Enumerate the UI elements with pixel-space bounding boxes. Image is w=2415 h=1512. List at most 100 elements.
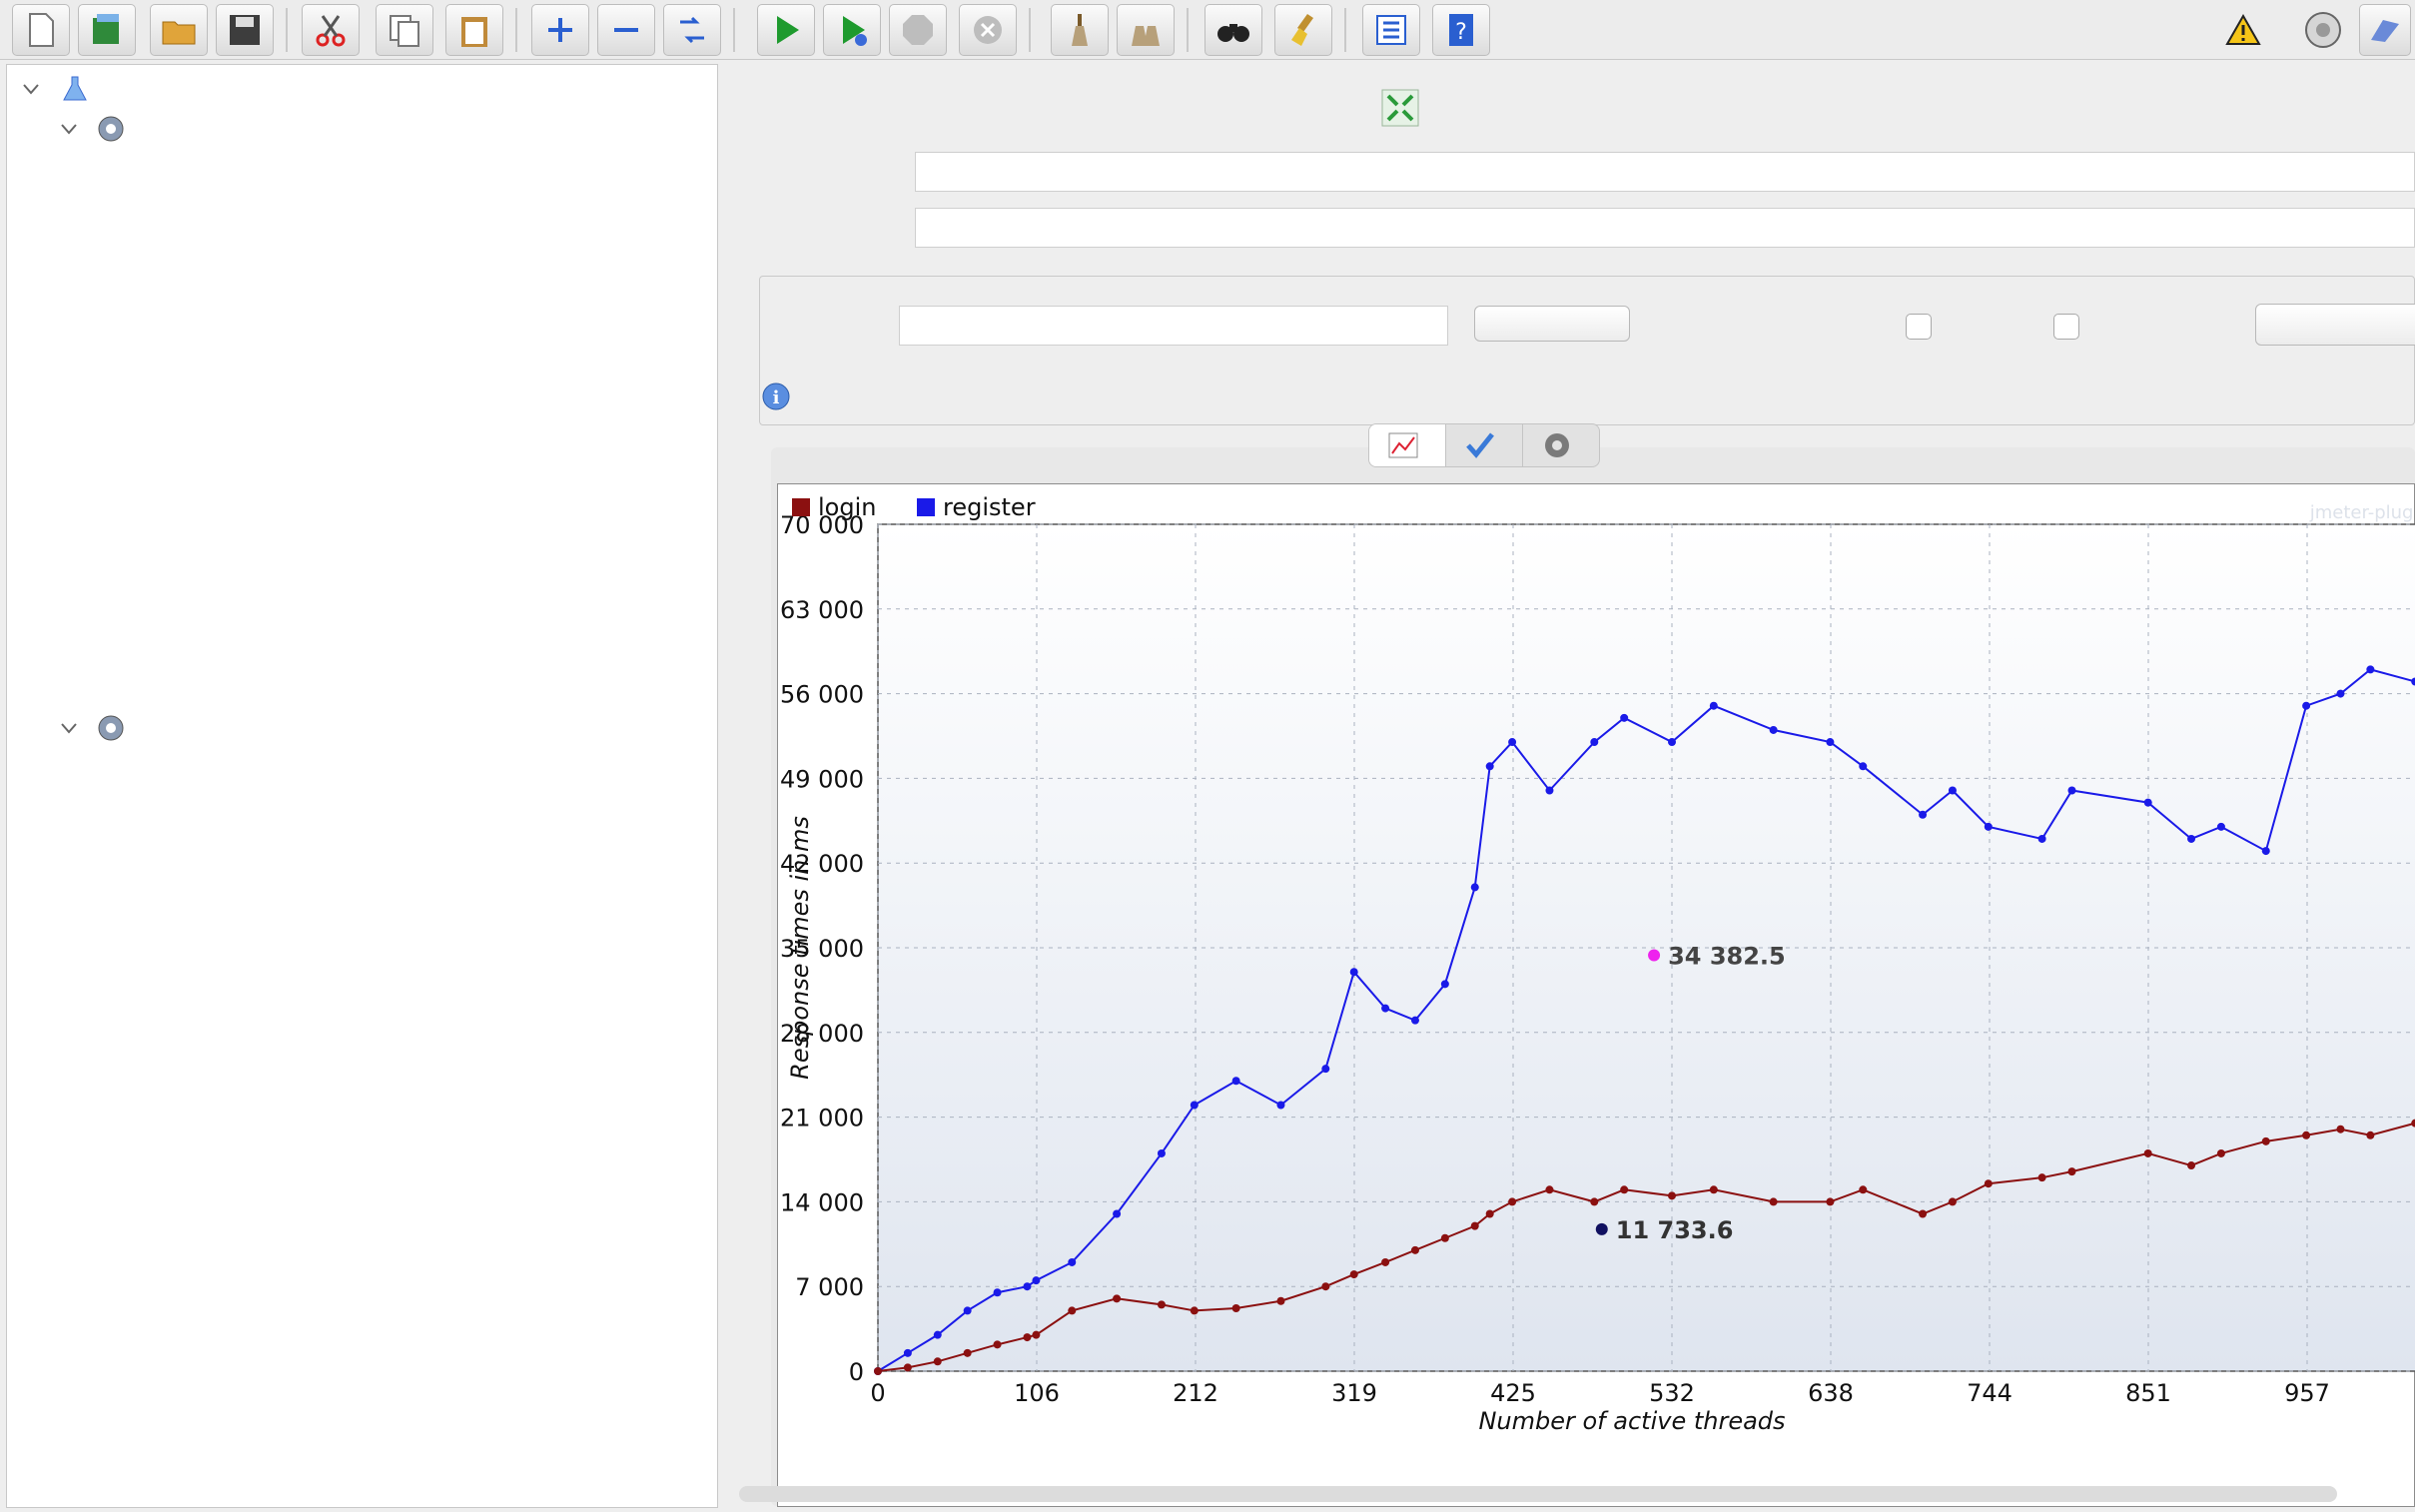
data-point-login xyxy=(1620,1185,1629,1194)
expand-all-button[interactable] xyxy=(531,4,589,56)
data-point-login xyxy=(903,1363,912,1372)
data-point-login xyxy=(933,1357,942,1366)
data-point-login xyxy=(1769,1197,1778,1206)
clear-all-button[interactable] xyxy=(1117,4,1175,56)
tab-settings[interactable] xyxy=(1523,424,1599,466)
x-tick-label: 851 xyxy=(2125,1379,2171,1407)
reset-search-button[interactable] xyxy=(1274,4,1332,56)
stop-button[interactable] xyxy=(889,4,947,56)
start-button[interactable] xyxy=(757,4,815,56)
data-point-register xyxy=(1381,1004,1390,1013)
y-tick-label: 63 000 xyxy=(780,596,864,624)
data-point-register xyxy=(1470,883,1479,892)
paste-icon xyxy=(461,17,487,47)
data-point-register xyxy=(1508,738,1517,747)
tab-rows[interactable] xyxy=(1446,424,1523,466)
new-file-button[interactable] xyxy=(12,4,70,56)
collapse-arrow-icon[interactable] xyxy=(21,79,41,99)
data-point-register xyxy=(1709,701,1718,710)
save-button[interactable] xyxy=(216,4,274,56)
data-point-login xyxy=(1381,1257,1390,1266)
data-point-register xyxy=(1545,786,1554,795)
data-point-register xyxy=(2336,689,2345,698)
horizontal-scrollbar[interactable] xyxy=(739,1486,2337,1502)
data-point-login xyxy=(1470,1221,1479,1230)
data-point-register xyxy=(1769,725,1778,734)
copy-icon xyxy=(390,15,419,47)
copy-button[interactable] xyxy=(376,4,433,56)
data-point-register xyxy=(1590,738,1599,747)
gear-icon xyxy=(95,712,127,744)
successes-checkbox[interactable] xyxy=(2053,314,2079,340)
tree-node-ultimate-thread-group[interactable] xyxy=(59,709,137,747)
comments-input[interactable] xyxy=(915,208,2415,248)
paste-button[interactable] xyxy=(445,4,503,56)
errors-checkbox[interactable] xyxy=(1906,314,1932,340)
browse-button[interactable] xyxy=(1474,306,1630,342)
toggle-button[interactable] xyxy=(663,4,721,56)
data-point-register xyxy=(1440,980,1449,989)
templates-button[interactable] xyxy=(78,4,136,56)
data-point-login xyxy=(1276,1296,1285,1305)
toggle-icon xyxy=(680,16,704,44)
configure-button[interactable] xyxy=(2255,304,2415,346)
start-no-pause-icon xyxy=(843,16,867,46)
data-point-register xyxy=(2302,701,2311,710)
view-tabs xyxy=(1368,423,1600,467)
y-tick-label: 14 000 xyxy=(780,1188,864,1216)
annotation-marker xyxy=(1595,1222,1608,1235)
data-point-register xyxy=(2143,798,2152,807)
data-point-register xyxy=(1157,1148,1166,1157)
checkmark-icon xyxy=(1466,432,1494,458)
data-point-login xyxy=(2302,1131,2311,1139)
filename-input[interactable] xyxy=(899,306,1448,346)
warning-icon[interactable] xyxy=(2225,14,2261,46)
data-point-login xyxy=(2037,1173,2046,1182)
help-icon: ? xyxy=(1449,14,1473,46)
data-point-register xyxy=(1410,1016,1419,1025)
maximize-icon[interactable] xyxy=(1380,88,1420,128)
collapse-all-button[interactable] xyxy=(597,4,655,56)
shutdown-button[interactable] xyxy=(959,4,1017,56)
data-point-register xyxy=(1032,1276,1041,1285)
collapse-arrow-icon[interactable] xyxy=(59,119,79,139)
x-tick-label: 744 xyxy=(1967,1379,2012,1407)
data-point-login xyxy=(1485,1209,1494,1218)
data-point-register xyxy=(1620,713,1629,722)
remote-engine-icon[interactable] xyxy=(2303,10,2343,50)
data-point-login xyxy=(2411,1119,2415,1128)
start-no-pauses-button[interactable] xyxy=(823,4,881,56)
function-helper-button[interactable] xyxy=(1362,4,1420,56)
help-button[interactable]: ? xyxy=(1432,4,1490,56)
search-button[interactable] xyxy=(1205,4,1262,56)
collapse-arrow-icon[interactable] xyxy=(59,718,79,738)
name-input[interactable] xyxy=(915,152,2415,192)
data-point-login xyxy=(1590,1197,1599,1206)
x-tick-label: 957 xyxy=(2284,1379,2330,1407)
data-point-login xyxy=(1919,1209,1928,1218)
cut-button[interactable] xyxy=(302,4,360,56)
data-point-login xyxy=(874,1367,882,1375)
tree-node-thread-group[interactable] xyxy=(59,110,137,148)
clear-button[interactable] xyxy=(1051,4,1109,56)
data-point-login xyxy=(1984,1179,1993,1188)
data-point-register xyxy=(2411,677,2415,686)
data-point-register xyxy=(1068,1257,1077,1266)
open-button[interactable] xyxy=(150,4,208,56)
log-viewer-button[interactable] xyxy=(2359,4,2411,56)
data-point-register xyxy=(1113,1209,1122,1218)
y-tick-label: 21 000 xyxy=(780,1105,864,1133)
collapse-icon xyxy=(614,28,638,32)
legend-label-register: register xyxy=(943,493,1036,521)
info-icon: i xyxy=(762,382,790,410)
y-tick-label: 28 000 xyxy=(780,1020,864,1048)
run-status xyxy=(2209,0,2415,60)
tree-node-root[interactable] xyxy=(21,70,101,108)
data-point-login xyxy=(2143,1148,2152,1157)
data-point-login xyxy=(1231,1304,1240,1313)
clear-all-icon xyxy=(1132,26,1160,46)
tab-chart[interactable] xyxy=(1369,424,1446,466)
save-icon xyxy=(230,15,260,45)
x-axis-title: Number of active threads xyxy=(1478,1407,1785,1435)
data-point-login xyxy=(1410,1245,1419,1254)
